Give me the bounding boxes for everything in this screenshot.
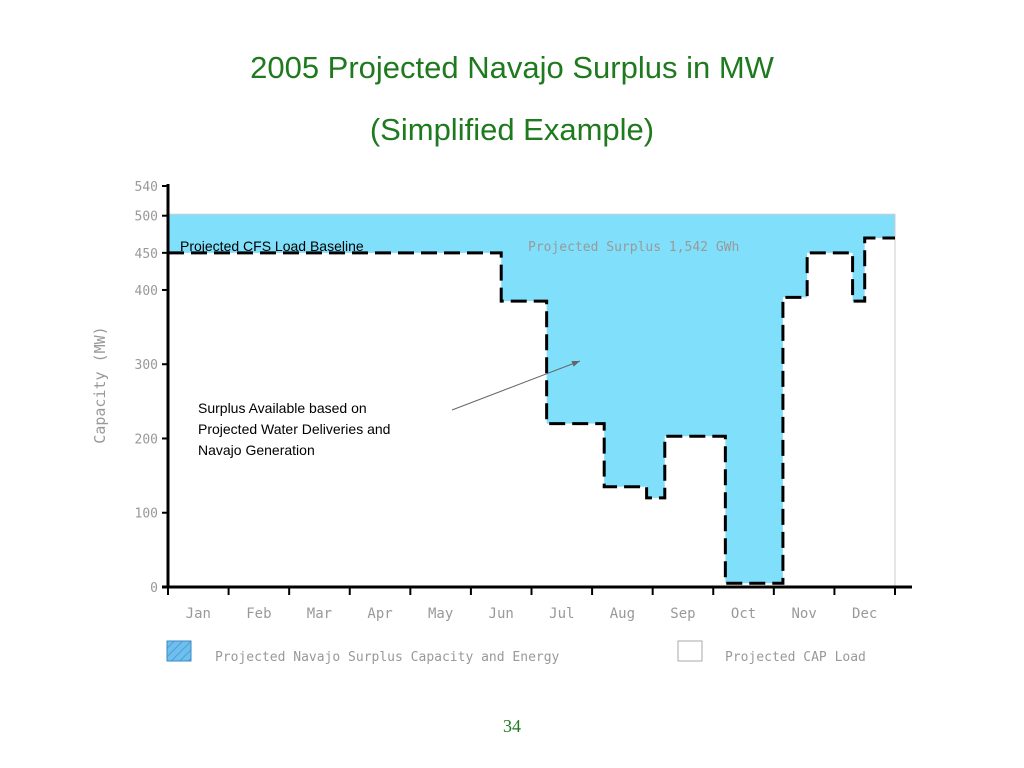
legend-swatch-load bbox=[677, 640, 703, 662]
legend-label-load: Projected CAP Load bbox=[725, 650, 866, 665]
legend-swatch-surplus bbox=[166, 640, 192, 662]
x-tick-label: Aug bbox=[610, 606, 635, 622]
x-tick-label: Sep bbox=[670, 606, 695, 622]
x-tick-label: Nov bbox=[791, 606, 816, 622]
y-tick-label: 400 bbox=[135, 284, 158, 299]
page-number: 34 bbox=[503, 716, 521, 736]
x-axis: Jan Feb Mar Apr May Jun Jul Aug Sep Oct Nov Dec bbox=[162, 585, 912, 622]
slide-title: 2005 Projected Navajo Surplus in MW bbox=[250, 50, 774, 85]
y-tick-label: 500 bbox=[135, 210, 158, 225]
legend: Projected Navajo Surplus Capacity and En… bbox=[166, 640, 866, 665]
y-tick-label: 100 bbox=[135, 507, 158, 522]
x-tick-label: Mar bbox=[307, 606, 332, 622]
x-tick-label: Apr bbox=[367, 606, 392, 622]
y-tick-label: 200 bbox=[135, 432, 158, 447]
x-tick-label: May bbox=[428, 606, 453, 622]
surplus-note-line-2: Projected Water Deliveries and bbox=[198, 421, 390, 437]
x-tick-label: Jul bbox=[549, 606, 574, 622]
y-tick-label: 540 bbox=[135, 180, 158, 195]
surplus-note-line-1: Surplus Available based on bbox=[198, 400, 367, 416]
annotation-arrow bbox=[451, 360, 581, 411]
surplus-chart: 0 100 200 300 400 450 500 540 Jan Feb Mar Apr May Ju… bbox=[91, 180, 912, 665]
cfs-baseline-label: Projected CFS Load Baseline bbox=[180, 238, 364, 254]
surplus-note-line-3: Navajo Generation bbox=[198, 442, 315, 458]
y-tick-label: 300 bbox=[135, 358, 158, 373]
surplus-total-label: Projected Surplus 1,542 GWh bbox=[528, 240, 739, 255]
y-tick-label: 450 bbox=[135, 247, 158, 262]
x-tick-label: Dec bbox=[852, 606, 877, 622]
y-axis-label: Capacity (MW) bbox=[91, 326, 109, 443]
x-tick-label: Jun bbox=[489, 606, 514, 622]
x-tick-label: Feb bbox=[246, 606, 271, 622]
slide-subtitle: (Simplified Example) bbox=[369, 112, 655, 147]
y-tick-label: 0 bbox=[150, 581, 158, 596]
legend-label-surplus: Projected Navajo Surplus Capacity and En… bbox=[215, 650, 560, 665]
cap-load-line bbox=[168, 236, 895, 585]
y-axis: 0 100 200 300 400 450 500 540 bbox=[135, 180, 170, 596]
surplus-area bbox=[168, 214, 895, 584]
x-tick-label: Jan bbox=[186, 606, 211, 622]
x-tick-label: Oct bbox=[731, 606, 756, 622]
